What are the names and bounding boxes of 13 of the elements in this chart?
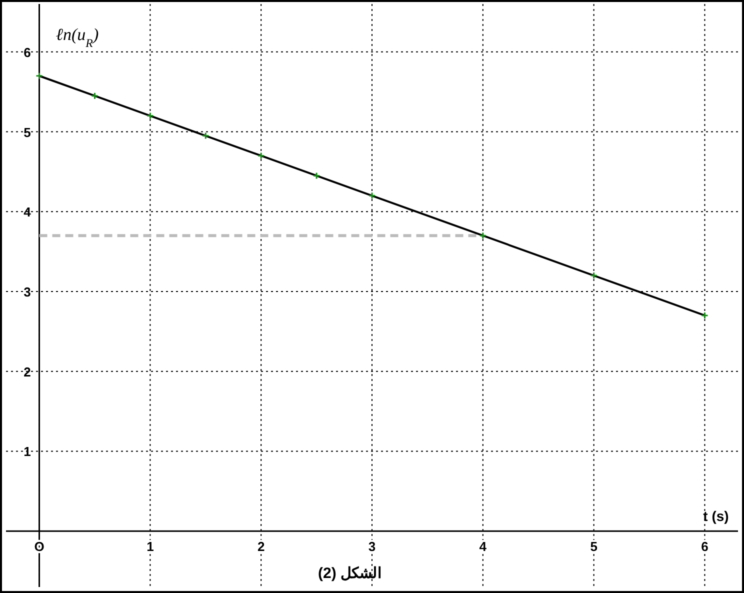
y-tick-label: 3: [24, 284, 31, 300]
annotation: الشكل (2): [318, 565, 382, 582]
y-tick-label: 1: [24, 444, 31, 460]
x-tick-label: 2: [257, 539, 265, 554]
x-tick-label: 3: [368, 539, 376, 554]
y-tick-label: 5: [24, 124, 31, 140]
y-axis-title: ℓn(u$_{R}$): [56, 25, 99, 50]
x-tick-label: 4: [479, 539, 488, 554]
y-tick-label: 2: [24, 364, 31, 380]
y-tick-label: 6: [24, 44, 31, 60]
x-tick-label: 5: [590, 539, 598, 554]
x-tick-label: 6: [701, 539, 708, 554]
y-tick-label: 4: [24, 204, 32, 220]
